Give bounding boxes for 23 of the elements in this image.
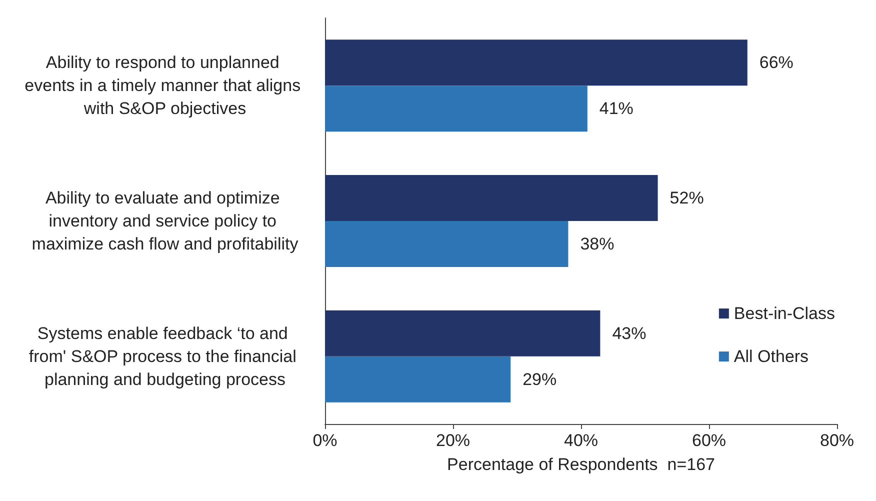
bar (325, 175, 658, 221)
data-label: 43% (612, 324, 646, 343)
data-label: 66% (759, 53, 794, 72)
x-tick-label: 60% (692, 431, 726, 450)
data-label: 41% (599, 99, 634, 118)
y-tick-label: Ability to respond to unplanned events in a timely manner that aligns with S&OP objectives (24, 53, 306, 118)
x-tick-label: 40% (564, 431, 598, 450)
legend-label: All Others (734, 347, 809, 366)
x-tick-label: 80% (820, 431, 854, 450)
x-axis-title: Percentage of Respondents n=167 (447, 455, 715, 474)
x-tick-label: 0% (312, 431, 338, 450)
bar (325, 40, 748, 86)
bar (325, 310, 600, 356)
legend-label: Best-in-Class (734, 304, 836, 323)
y-tick-label: Systems enable feedback ‘to and from' S&OP process to the financial planning and budgeting process (28, 324, 302, 389)
bar (325, 86, 588, 132)
x-tick-label: 20% (436, 431, 470, 450)
bar (325, 356, 511, 402)
data-label: 52% (670, 188, 704, 208)
data-label: 38% (580, 234, 614, 254)
bar (325, 221, 568, 267)
data-label: 29% (522, 370, 557, 389)
y-tick-label: Ability to evaluate and optimize inventory and service policy to maximize cash flow and profitability (32, 188, 299, 254)
